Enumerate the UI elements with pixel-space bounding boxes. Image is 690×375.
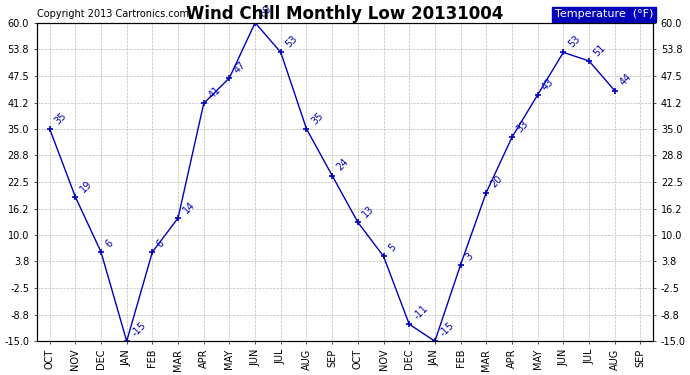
Text: 60: 60 bbox=[258, 4, 274, 20]
Text: -15: -15 bbox=[437, 320, 456, 338]
Text: -11: -11 bbox=[412, 303, 430, 321]
Text: 53: 53 bbox=[566, 34, 582, 50]
Title: Wind Chill Monthly Low 20131004: Wind Chill Monthly Low 20131004 bbox=[186, 4, 504, 22]
Text: Temperature  (°F): Temperature (°F) bbox=[555, 9, 653, 20]
Text: -15: -15 bbox=[130, 320, 148, 338]
Text: 35: 35 bbox=[309, 110, 325, 126]
Text: 13: 13 bbox=[361, 204, 376, 219]
Text: 41: 41 bbox=[206, 85, 222, 100]
Text: 6: 6 bbox=[104, 238, 115, 249]
Text: 19: 19 bbox=[78, 178, 94, 194]
Text: 43: 43 bbox=[540, 76, 556, 92]
Text: 5: 5 bbox=[386, 242, 398, 254]
Text: 47: 47 bbox=[233, 59, 248, 75]
Text: 14: 14 bbox=[181, 200, 197, 215]
Text: 53: 53 bbox=[284, 34, 299, 50]
Text: 6: 6 bbox=[155, 238, 166, 249]
Text: Copyright 2013 Cartronics.com: Copyright 2013 Cartronics.com bbox=[37, 9, 189, 20]
Text: 24: 24 bbox=[335, 157, 351, 173]
Text: 35: 35 bbox=[52, 110, 68, 126]
Text: 44: 44 bbox=[618, 72, 633, 88]
Text: 33: 33 bbox=[515, 119, 531, 135]
Text: 51: 51 bbox=[592, 42, 608, 58]
Text: 3: 3 bbox=[464, 251, 475, 262]
Text: 20: 20 bbox=[489, 174, 505, 190]
